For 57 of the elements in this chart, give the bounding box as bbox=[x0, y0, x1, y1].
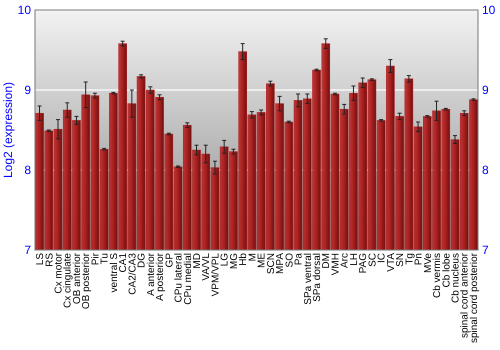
x-tick-label: Hb bbox=[238, 252, 250, 266]
x-tick-label: SO bbox=[284, 252, 296, 268]
x-tick-label: spinal cord anterior bbox=[460, 252, 471, 338]
y-tick-label: 10 bbox=[18, 3, 32, 18]
x-tick-label: SPa ventral bbox=[302, 253, 314, 305]
x-tick-label: LS bbox=[35, 252, 46, 266]
y-axis-title: Log2 (expression) bbox=[1, 82, 15, 178]
x-tick-label: DM bbox=[321, 253, 332, 269]
x-tick-label: Pn bbox=[414, 253, 425, 266]
x-tick-label: spinal cord posterior bbox=[468, 252, 480, 344]
x-tick-label: A posterior bbox=[155, 252, 166, 301]
x-tick-label: Tg bbox=[404, 253, 416, 265]
x-tick-label: GP bbox=[164, 252, 176, 268]
x-tick-label: Cx motor bbox=[53, 252, 64, 294]
y2-tick-label: 8 bbox=[482, 163, 489, 178]
y-tick-label: 9 bbox=[24, 83, 32, 98]
x-tick-label: Arc bbox=[340, 253, 351, 268]
x-tick-label: A anterior bbox=[146, 252, 157, 296]
x-tick-label: M bbox=[247, 253, 258, 262]
x-tick-label: CA1 bbox=[118, 252, 130, 272]
x-tick-label: IC bbox=[376, 253, 388, 263]
x-tick-label: Tu bbox=[100, 253, 111, 264]
x-tick-label: Pir bbox=[90, 252, 102, 266]
x-tick-label: MVe bbox=[422, 252, 434, 274]
x-tick-label: OB posterior bbox=[81, 252, 92, 310]
x-tick-label: VTA bbox=[386, 252, 397, 272]
x-tick-label: MD bbox=[192, 253, 203, 269]
x-tick-label: Cx cingulate bbox=[62, 252, 74, 308]
x-tick-label: Cb vermis bbox=[432, 253, 444, 298]
x-tick-label: ME bbox=[256, 252, 268, 268]
y-tick-label: 7 bbox=[24, 243, 32, 258]
x-tick-label: CPu lateral bbox=[174, 253, 185, 302]
x-tick-label: SN bbox=[395, 253, 406, 267]
x-tick-label: SCN bbox=[266, 253, 277, 274]
y-tick-label: 8 bbox=[24, 163, 32, 178]
x-tick-label: MPA bbox=[275, 252, 286, 274]
x-tick-label: SC bbox=[367, 253, 378, 267]
x-tick-label: VA/VL bbox=[201, 252, 212, 281]
y2-tick-label: 7 bbox=[482, 243, 489, 258]
x-tick-label: MG bbox=[228, 252, 240, 270]
y2-tick-label: 9 bbox=[482, 83, 489, 98]
x-tick-label: Cb nucleus bbox=[450, 253, 462, 304]
x-tick-label: VPM/VPL bbox=[210, 252, 222, 296]
x-tick-label: LG bbox=[220, 252, 231, 266]
x-tick-label: OB anterior bbox=[72, 252, 83, 304]
x-tick-label: RS bbox=[44, 252, 56, 267]
y2-tick-label: 10 bbox=[482, 3, 496, 18]
x-tick-label: ventral S bbox=[108, 252, 120, 292]
x-tick-label: LH bbox=[348, 253, 360, 266]
x-tick-label: SPa dorsal bbox=[312, 253, 324, 302]
x-tick-label: CPu medial bbox=[182, 253, 194, 305]
x-tick-label: CA2/CA3 bbox=[127, 252, 138, 295]
x-tick-label: DG bbox=[136, 252, 148, 268]
x-tick-label: PAG bbox=[358, 252, 370, 274]
x-tick-label: Pa bbox=[294, 252, 305, 266]
x-tick-label: VMH bbox=[330, 253, 342, 276]
x-tick-label: Cb lobe bbox=[441, 252, 452, 288]
